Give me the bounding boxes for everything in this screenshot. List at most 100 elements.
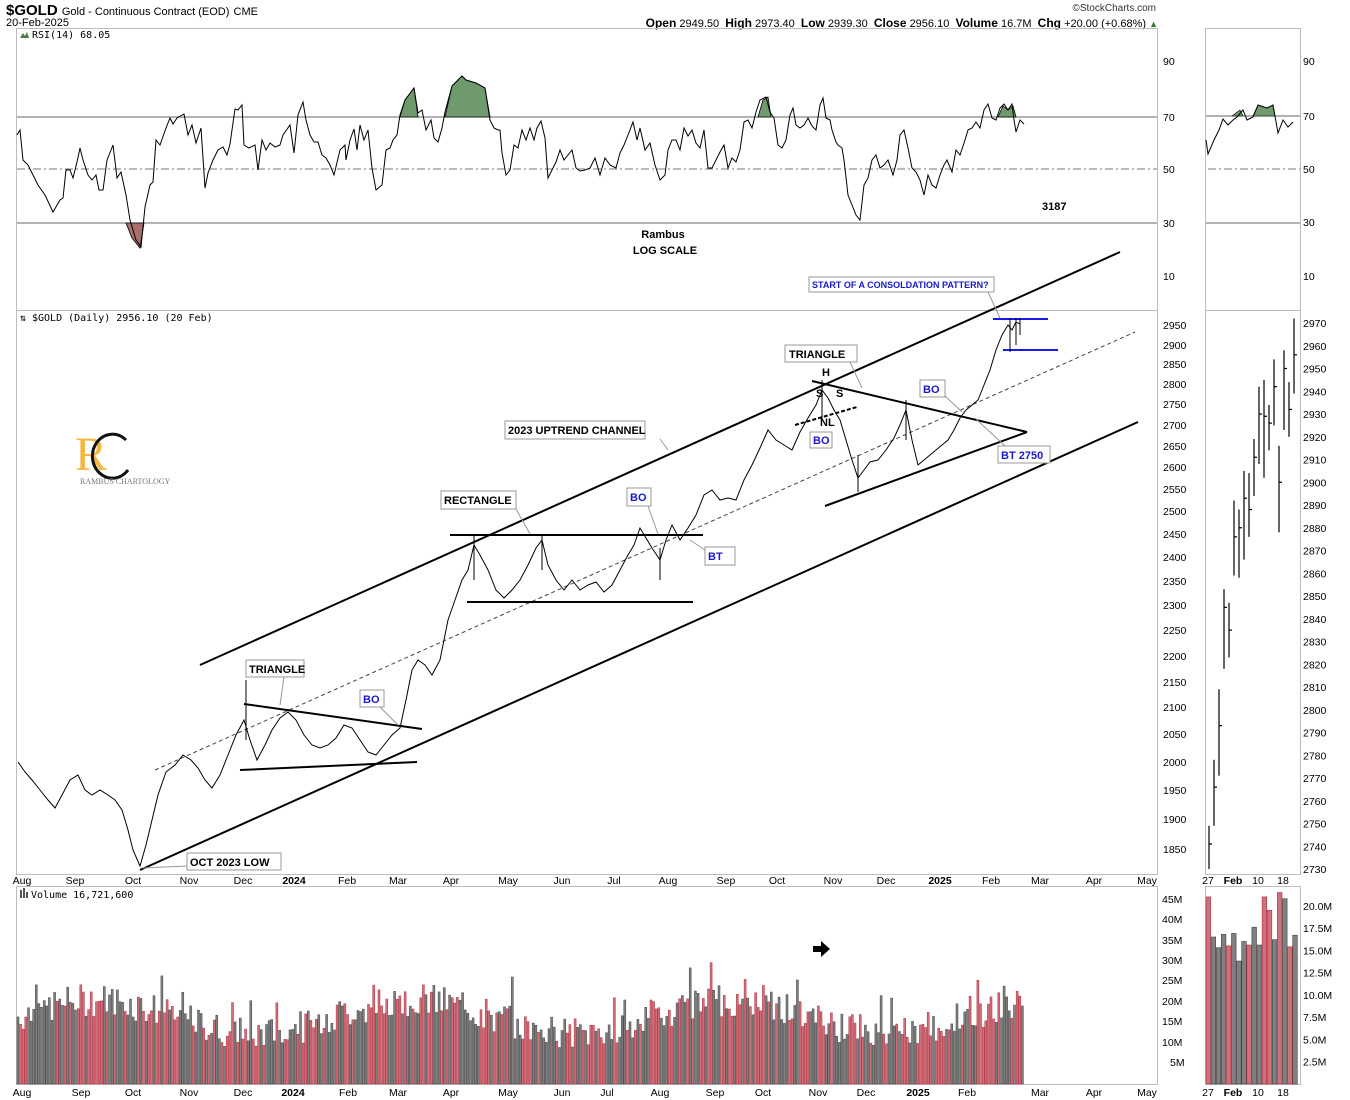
svg-text:45M: 45M	[1162, 894, 1182, 906]
svg-text:2920: 2920	[1303, 432, 1327, 444]
annotation-consolidation: START OF A CONSOLDATION PATTERN?	[808, 276, 1001, 319]
svg-text:2950: 2950	[1163, 320, 1187, 332]
svg-text:10M: 10M	[1162, 1037, 1182, 1049]
svg-text:2910: 2910	[1303, 455, 1327, 467]
svg-text:70: 70	[1303, 111, 1315, 123]
svg-text:2960: 2960	[1303, 341, 1327, 353]
svg-text:2740: 2740	[1303, 841, 1327, 853]
svg-text:2780: 2780	[1303, 750, 1327, 762]
svg-text:Volume 16,721,600: Volume 16,721,600	[31, 890, 133, 901]
x-axis-main: Aug Sep Oct Nov Dec 2024 Feb Mar Apr May…	[13, 875, 1158, 887]
open-value: 2949.50	[679, 18, 720, 30]
svg-text:Feb: Feb	[1224, 1087, 1243, 1099]
svg-text:2300: 2300	[1163, 600, 1187, 612]
svg-text:May: May	[1137, 1087, 1158, 1099]
rsi-icon	[20, 32, 29, 38]
annotation-channel: 2023 UPTREND CHANNEL	[504, 420, 669, 451]
svg-text:2940: 2940	[1303, 386, 1327, 398]
svg-text:25M: 25M	[1162, 975, 1182, 987]
rsi-overbought-fill-1	[399, 86, 419, 118]
svg-text:30M: 30M	[1162, 955, 1182, 967]
svg-text:2050: 2050	[1163, 729, 1187, 741]
svg-text:Mar: Mar	[389, 875, 408, 887]
chart-date: 20-Feb-2025	[6, 17, 69, 29]
svg-text:Feb: Feb	[958, 1087, 976, 1099]
channel-lower	[139, 421, 1139, 871]
annotation-rectangle: RECTANGLE	[440, 490, 531, 535]
label-h: H	[822, 367, 830, 379]
instrument-name: Gold - Continuous Contract (EOD)	[61, 6, 230, 18]
svg-text:BO: BO	[363, 694, 380, 706]
svg-text:2400: 2400	[1163, 552, 1187, 564]
svg-text:Aug: Aug	[659, 875, 678, 887]
annotation-bt2750: BT 2750	[974, 417, 1051, 464]
svg-text:2790: 2790	[1303, 728, 1327, 740]
inset-price: 2970 2960 2950 2940 2930 2920 2910 2900 2890 2880…	[1208, 318, 1327, 876]
svg-text:2650: 2650	[1163, 441, 1187, 453]
svg-text:Dec: Dec	[857, 1087, 876, 1099]
svg-text:Sep: Sep	[706, 1087, 725, 1099]
svg-text:Oct: Oct	[125, 1087, 141, 1099]
price-panel: ⇅ $GOLD (Daily) 2956.10 (20 Feb) R RAMBU…	[17, 251, 1187, 871]
svg-text:BO: BO	[630, 492, 647, 504]
svg-text:2000: 2000	[1163, 757, 1187, 769]
svg-text:Dec: Dec	[234, 1087, 253, 1099]
svg-text:40M: 40M	[1162, 914, 1182, 926]
svg-text:2150: 2150	[1163, 677, 1187, 689]
svg-text:2870: 2870	[1303, 546, 1327, 558]
svg-text:Mar: Mar	[1031, 875, 1050, 887]
svg-text:10: 10	[1252, 875, 1264, 887]
svg-text:May: May	[498, 1087, 519, 1099]
svg-text:1950: 1950	[1163, 785, 1187, 797]
svg-text:Nov: Nov	[180, 875, 199, 887]
svg-text:Nov: Nov	[809, 1087, 828, 1099]
svg-text:Feb: Feb	[338, 875, 356, 887]
svg-text:2820: 2820	[1303, 659, 1327, 671]
svg-text:BO: BO	[813, 435, 830, 447]
svg-text:2850: 2850	[1303, 591, 1327, 603]
annotation-triangle-2: TRIANGLE	[784, 344, 863, 389]
up-arrow-icon: ▲	[1149, 19, 1158, 29]
rsi-tick-30: 30	[1163, 218, 1175, 230]
svg-text:2023 UPTREND CHANNEL: 2023 UPTREND CHANNEL	[508, 425, 646, 437]
svg-text:27: 27	[1202, 1087, 1214, 1099]
svg-text:Sep: Sep	[66, 875, 85, 887]
rambus-logo: R RAMBUS CHARTOLOGY	[75, 428, 170, 486]
price-axis: 2950 2900 2850 2800 2750 2700 2650 2600 …	[1163, 320, 1187, 856]
svg-text:2730: 2730	[1303, 864, 1327, 876]
svg-text:⇅: ⇅	[19, 313, 26, 324]
annotation-bo-tri1: BO	[359, 689, 399, 726]
svg-text:2025: 2025	[928, 875, 952, 887]
high-value: 2973.40	[754, 18, 795, 30]
svg-text:10: 10	[1303, 271, 1315, 283]
svg-text:2024: 2024	[281, 1087, 305, 1099]
rsi-tick-50: 50	[1163, 164, 1175, 176]
svg-text:2890: 2890	[1303, 500, 1327, 512]
svg-text:2850: 2850	[1163, 359, 1187, 371]
svg-text:Dec: Dec	[234, 875, 253, 887]
svg-text:Aug: Aug	[13, 875, 32, 887]
volume-panel: Volume 16,721,600 45M 40M 35M 30M 25M 20…	[16, 888, 1185, 1085]
svg-text:2.5M: 2.5M	[1303, 1057, 1326, 1069]
svg-text:2500: 2500	[1163, 506, 1187, 518]
svg-text:2770: 2770	[1303, 773, 1327, 785]
exchange: CME	[233, 6, 258, 18]
svg-text:2830: 2830	[1303, 637, 1327, 649]
svg-text:2450: 2450	[1163, 529, 1187, 541]
svg-text:2700: 2700	[1163, 420, 1187, 432]
svg-text:35M: 35M	[1162, 935, 1182, 947]
svg-text:Apr: Apr	[1086, 875, 1103, 887]
svg-text:5M: 5M	[1170, 1057, 1185, 1069]
volume-axis: 45M 40M 35M 30M 25M 20M 15M 10M 5M	[1162, 894, 1185, 1069]
svg-text:2550: 2550	[1163, 484, 1187, 496]
svg-text:1850: 1850	[1163, 844, 1187, 856]
panel-frames	[16, 28, 1301, 1085]
rsi-tick-90: 90	[1163, 56, 1175, 68]
note-3187: 3187	[1042, 201, 1066, 213]
svg-text:20.0M: 20.0M	[1303, 901, 1332, 913]
svg-text:15M: 15M	[1162, 1016, 1182, 1028]
close-value: 2956.10	[909, 18, 950, 30]
svg-text:Feb: Feb	[982, 875, 1000, 887]
svg-text:2024: 2024	[282, 875, 306, 887]
